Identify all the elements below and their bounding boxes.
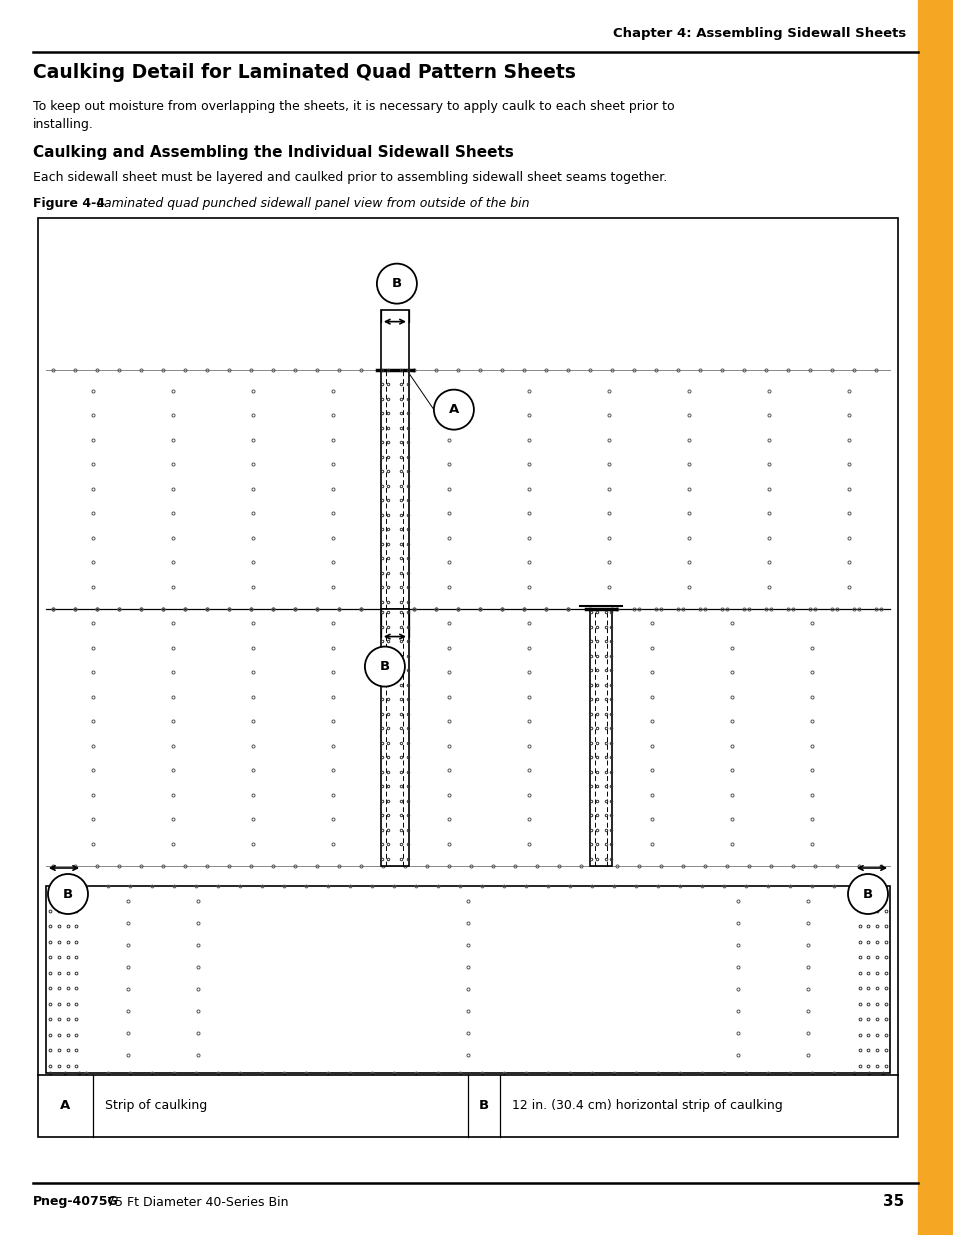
Circle shape [847, 874, 887, 914]
Text: Pneg-4075G: Pneg-4075G [33, 1195, 118, 1209]
Circle shape [48, 874, 88, 914]
Text: 12 in. (30.4 cm) horizontal strip of caulking: 12 in. (30.4 cm) horizontal strip of cau… [512, 1099, 781, 1113]
Text: A: A [60, 1099, 71, 1113]
Bar [38, 219, 897, 1137]
Text: B: B [379, 659, 390, 673]
Text: 75 Ft Diameter 40-Series Bin: 75 Ft Diameter 40-Series Bin [103, 1195, 288, 1209]
Text: B: B [392, 277, 401, 290]
Text: Caulking Detail for Laminated Quad Pattern Sheets: Caulking Detail for Laminated Quad Patte… [33, 63, 576, 82]
Bar [380, 609, 409, 866]
Bar [917, 0, 953, 1235]
Text: Figure 4-4: Figure 4-4 [33, 196, 105, 210]
Text: A: A [448, 403, 458, 416]
Bar [590, 609, 612, 866]
Bar [380, 310, 409, 609]
Text: B: B [862, 888, 872, 900]
Text: Chapter 4: Assembling Sidewall Sheets: Chapter 4: Assembling Sidewall Sheets [612, 27, 905, 41]
Circle shape [364, 647, 404, 687]
Text: Each sidewall sheet must be layered and caulked prior to assembling sidewall she: Each sidewall sheet must be layered and … [33, 172, 666, 184]
Text: 35: 35 [882, 1194, 903, 1209]
Text: Strip of caulking: Strip of caulking [105, 1099, 207, 1113]
Text: B: B [478, 1099, 489, 1113]
Text: B: B [63, 888, 73, 900]
Text: Laminated quad punched sidewall panel view from outside of the bin: Laminated quad punched sidewall panel vi… [92, 196, 529, 210]
Circle shape [434, 389, 474, 430]
Text: Caulking and Assembling the Individual Sidewall Sheets: Caulking and Assembling the Individual S… [33, 144, 514, 159]
Bar [46, 887, 889, 1073]
Circle shape [376, 263, 416, 304]
Text: To keep out moisture from overlapping the sheets, it is necessary to apply caulk: To keep out moisture from overlapping th… [33, 100, 674, 131]
